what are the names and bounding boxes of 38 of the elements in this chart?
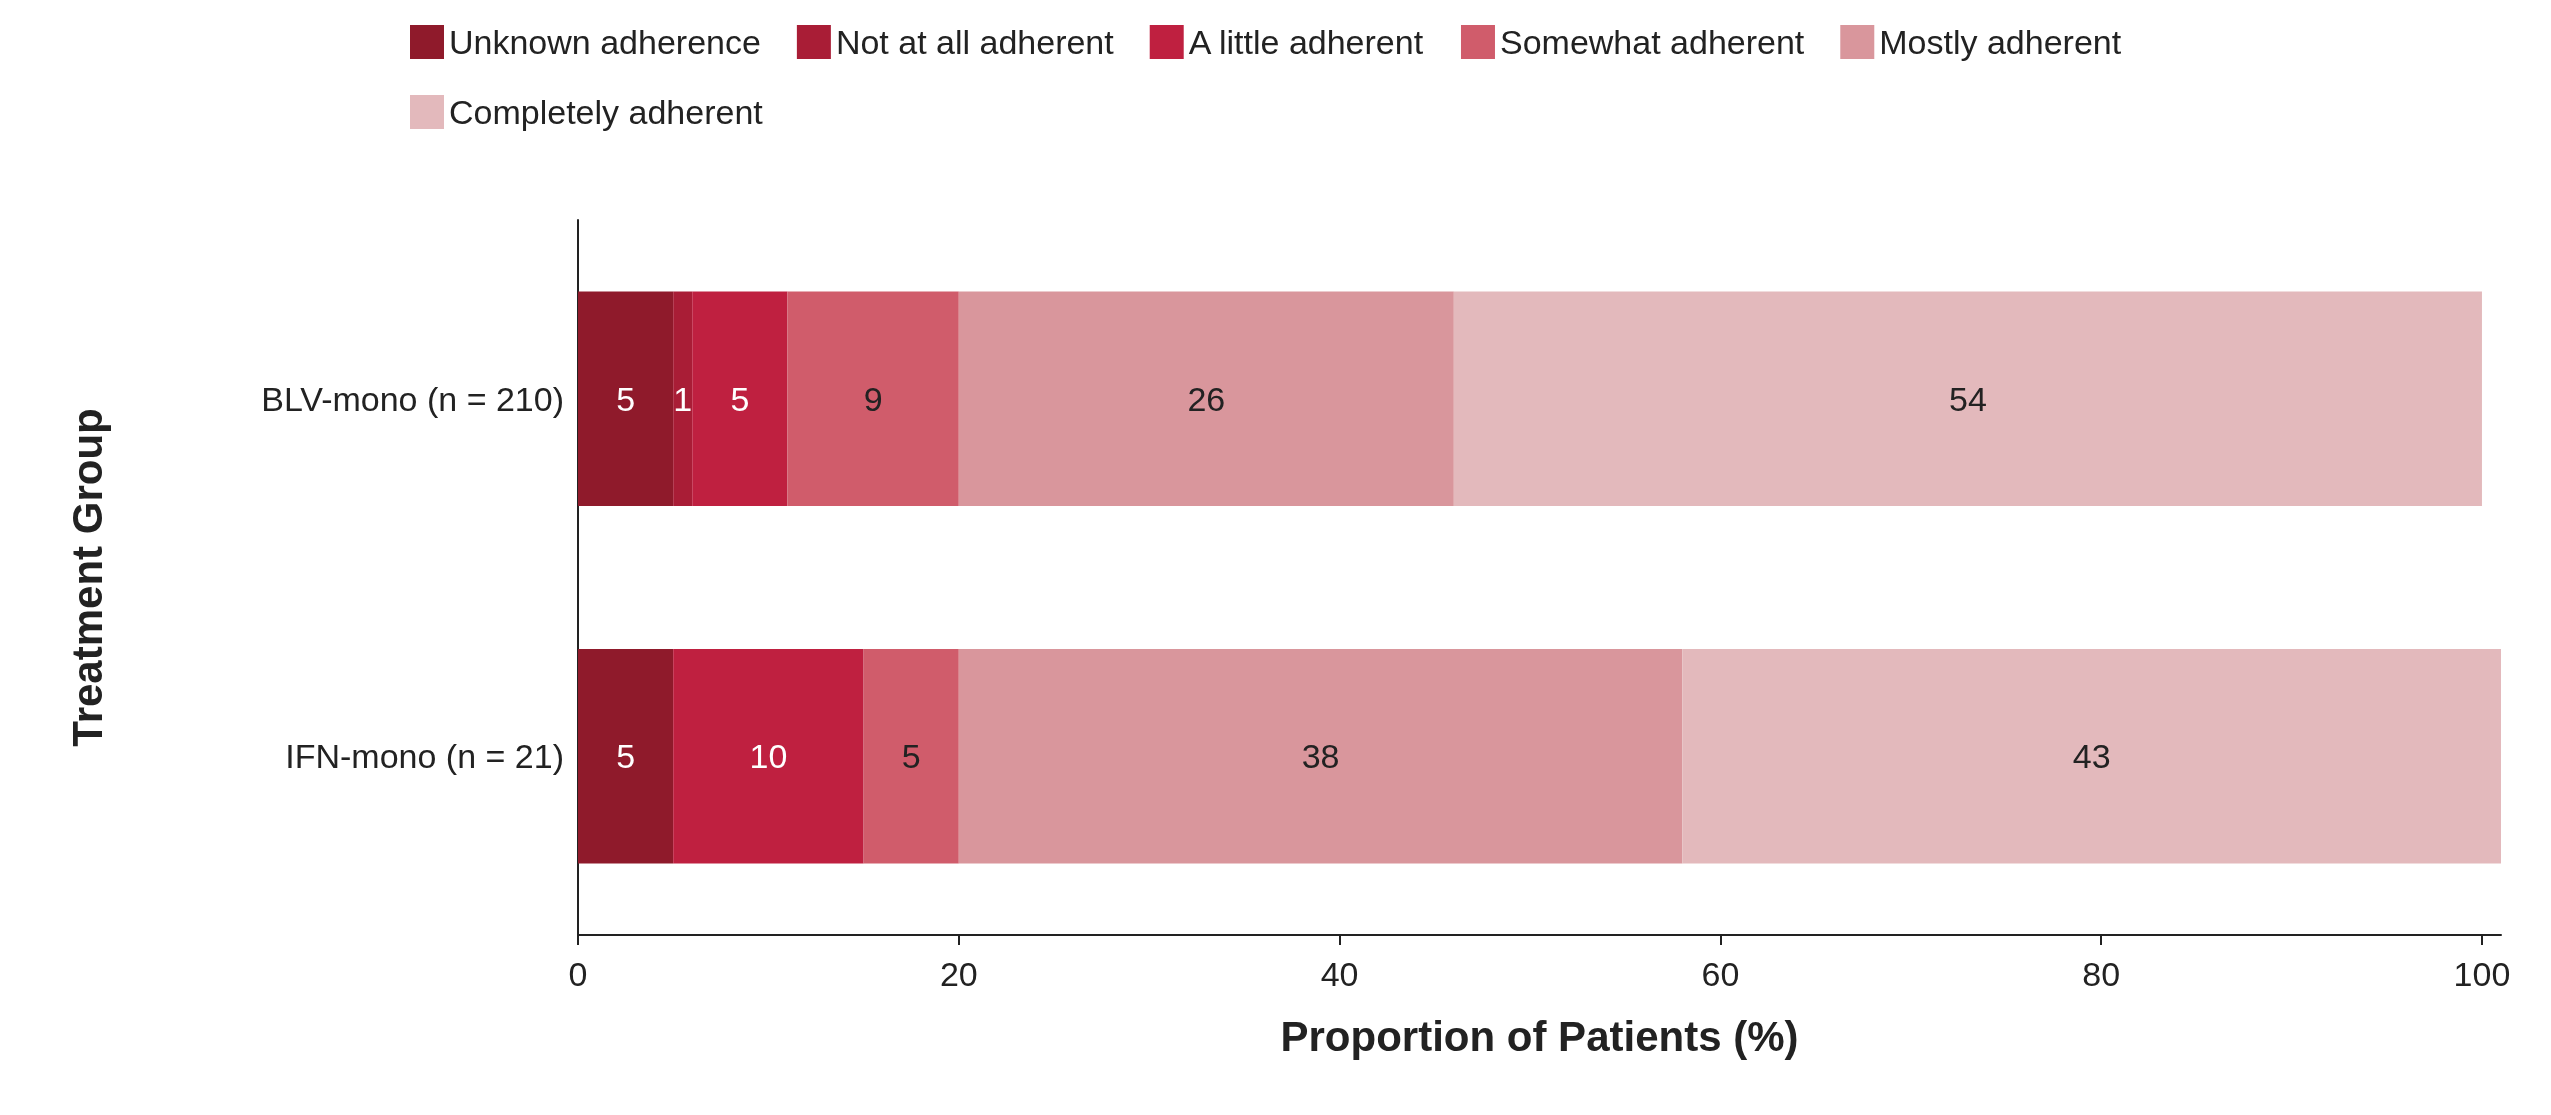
legend-label: Completely adherent — [449, 93, 764, 131]
data-label: 9 — [863, 379, 883, 418]
bar — [958, 649, 1683, 864]
bar — [1453, 291, 2482, 506]
data-label: 43 — [2072, 737, 2111, 776]
y-tick-label: IFN-mono (n = 21) — [285, 737, 564, 776]
bar — [578, 649, 674, 864]
legend-label: Somewhat adherent — [1499, 23, 1805, 61]
y-axis-title: Treatment Group — [63, 408, 111, 747]
bar — [578, 291, 674, 506]
bar — [787, 291, 959, 506]
legend-label: Mostly adherent — [1879, 23, 2122, 61]
bar — [1682, 649, 2501, 864]
data-label: 5 — [901, 737, 921, 776]
x-tick-label: 0 — [568, 955, 588, 993]
x-axis-title: Proportion of Patients (%) — [1280, 1012, 1799, 1060]
data-label: 1 — [673, 379, 693, 418]
bar — [673, 291, 693, 506]
x-tick-label: 40 — [1320, 955, 1359, 993]
x-tick-label: 60 — [1701, 955, 1740, 993]
bar — [863, 649, 959, 864]
bar — [673, 649, 864, 864]
x-tick-label: 20 — [939, 955, 978, 993]
data-label: 54 — [1948, 379, 1987, 418]
y-tick-label: BLV-mono (n = 210) — [261, 379, 564, 418]
legend-label: Not at all adherent — [835, 23, 1115, 61]
data-label: 26 — [1187, 379, 1226, 418]
data-label: 5 — [616, 737, 636, 776]
legend-label: A little adherent — [1188, 23, 1424, 61]
x-tick-label: 100 — [2453, 955, 2511, 993]
x-tick-label: 80 — [2082, 955, 2121, 993]
data-label: 38 — [1301, 737, 1340, 776]
data-label: 10 — [749, 737, 788, 776]
legend-label: Unknown adherence — [449, 23, 761, 61]
data-label: 5 — [616, 379, 636, 418]
bar — [692, 291, 788, 506]
bar — [958, 291, 1454, 506]
data-label: 5 — [730, 379, 750, 418]
